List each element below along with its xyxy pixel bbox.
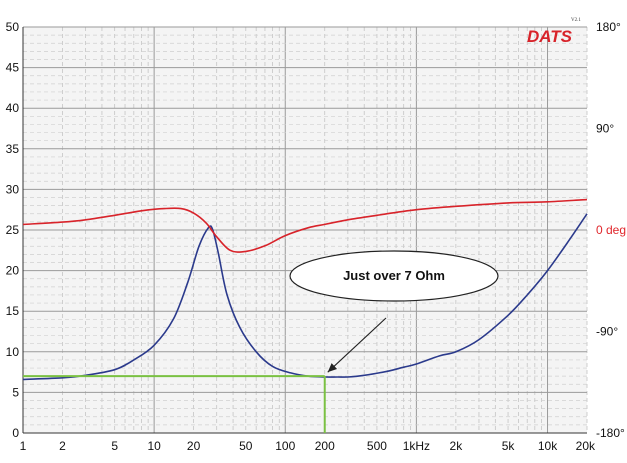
phase-tick-label: 90° <box>596 122 614 136</box>
x-tick-label: 2k <box>450 439 464 453</box>
annotation-ellipse <box>289 250 499 302</box>
phase-tick-label: -180° <box>596 426 625 440</box>
y-tick-label: 30 <box>6 182 20 196</box>
series-group <box>22 198 588 381</box>
x-tick-label: 1kHz <box>403 439 430 453</box>
annotation-arrow <box>327 317 387 373</box>
x-tick-label: 10k <box>538 439 558 453</box>
annotation-arrowhead <box>327 363 338 373</box>
x-tick-label: 500 <box>367 439 387 453</box>
y-tick-label: 20 <box>6 264 20 278</box>
y-axis-ticks: 0 5 10 15 20 25 30 35 40 45 50 <box>6 20 20 440</box>
y-tick-label: 0 <box>12 426 19 440</box>
phase-axis-ticks: 180° 90° 0 deg -90° -180° <box>596 20 626 440</box>
annotation-group: Just over 7 Ohm <box>289 250 499 373</box>
phase-tick-label: 0 deg <box>596 223 626 237</box>
y-tick-label: 10 <box>6 345 20 359</box>
x-tick-label: 200 <box>315 439 335 453</box>
x-tick-label: 5 <box>111 439 118 453</box>
impedance-curve <box>22 213 588 381</box>
phase-tick-label: 180° <box>596 20 621 34</box>
y-tick-label: 45 <box>6 61 20 75</box>
axes <box>22 27 587 434</box>
x-tick-label: 50 <box>239 439 253 453</box>
annotation-text: Just over 7 Ohm <box>343 268 445 283</box>
x-tick-label: 5k <box>502 439 516 453</box>
grid <box>22 26 588 434</box>
reference-lines <box>23 375 326 433</box>
x-tick-label: 2 <box>59 439 66 453</box>
x-tick-label: 100 <box>275 439 295 453</box>
logo-text: DATS <box>527 27 573 46</box>
x-tick-label: 20k <box>576 439 596 453</box>
dats-logo: DATS V2.1 <box>527 18 581 46</box>
x-tick-label: 10 <box>147 439 161 453</box>
logo-version: V2.1 <box>571 18 581 23</box>
phase-tick-label: -90° <box>596 325 618 339</box>
y-tick-label: 15 <box>6 304 20 318</box>
x-tick-label: 1 <box>20 439 27 453</box>
phase-curve <box>22 198 588 253</box>
y-tick-label: 25 <box>6 223 20 237</box>
x-tick-label: 20 <box>187 439 201 453</box>
y-tick-label: 50 <box>6 20 20 34</box>
y-tick-label: 40 <box>6 101 20 115</box>
x-axis-ticks: 1 2 5 10 20 50 100 200 500 1kHz 2k 5k 10k 20k <box>20 439 596 453</box>
y-tick-label: 5 <box>12 385 19 399</box>
y-tick-label: 35 <box>6 142 20 156</box>
